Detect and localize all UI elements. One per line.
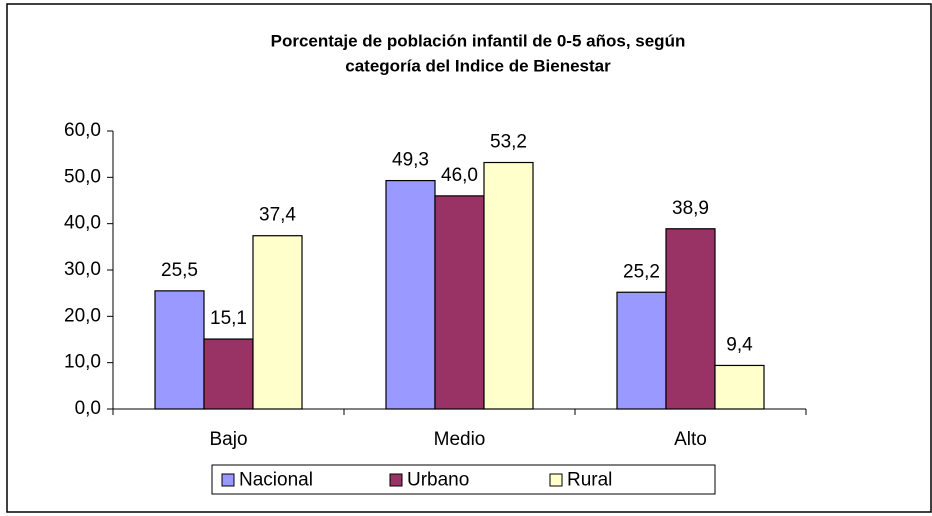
bar — [665, 228, 716, 410]
legend-box — [211, 464, 716, 495]
y-tick-label: 50,0 — [64, 166, 101, 187]
legend-label: Rural — [567, 470, 612, 491]
bar — [434, 195, 485, 410]
legend-label: Nacional — [239, 470, 313, 491]
y-tick-label: 10,0 — [64, 352, 101, 373]
y-tick-label: 40,0 — [64, 213, 101, 234]
legend-swatch — [221, 473, 235, 487]
y-tick-label: 20,0 — [64, 305, 101, 326]
bar — [154, 290, 205, 410]
chart-title: Porcentaje de población infantil de 0-5 … — [271, 31, 686, 50]
data-label: 9,4 — [726, 334, 753, 355]
x-tick-label: Medio — [434, 429, 486, 450]
x-tick-label: Bajo — [209, 429, 247, 450]
x-tick-label: Alto — [674, 429, 707, 450]
bar — [203, 338, 254, 410]
chart-title: categoría del Indice de Bienestar — [345, 56, 611, 75]
bar — [252, 235, 303, 410]
data-label: 53,2 — [490, 132, 527, 153]
data-label: 25,5 — [161, 260, 198, 281]
legend-swatch — [549, 473, 563, 487]
legend-swatch — [389, 473, 403, 487]
data-label: 37,4 — [259, 205, 296, 226]
y-tick-label: 0,0 — [75, 398, 101, 419]
data-label: 15,1 — [210, 308, 247, 329]
y-tick-label: 60,0 — [64, 120, 101, 141]
data-label: 38,9 — [672, 198, 709, 219]
bar — [385, 179, 436, 410]
data-label: 46,0 — [441, 165, 478, 186]
data-label: 25,2 — [623, 261, 660, 282]
bar — [616, 291, 667, 410]
y-tick-label: 30,0 — [64, 259, 101, 280]
legend-label: Urbano — [407, 470, 469, 491]
bar — [483, 161, 534, 410]
bar — [714, 364, 765, 410]
data-label: 49,3 — [392, 150, 429, 171]
